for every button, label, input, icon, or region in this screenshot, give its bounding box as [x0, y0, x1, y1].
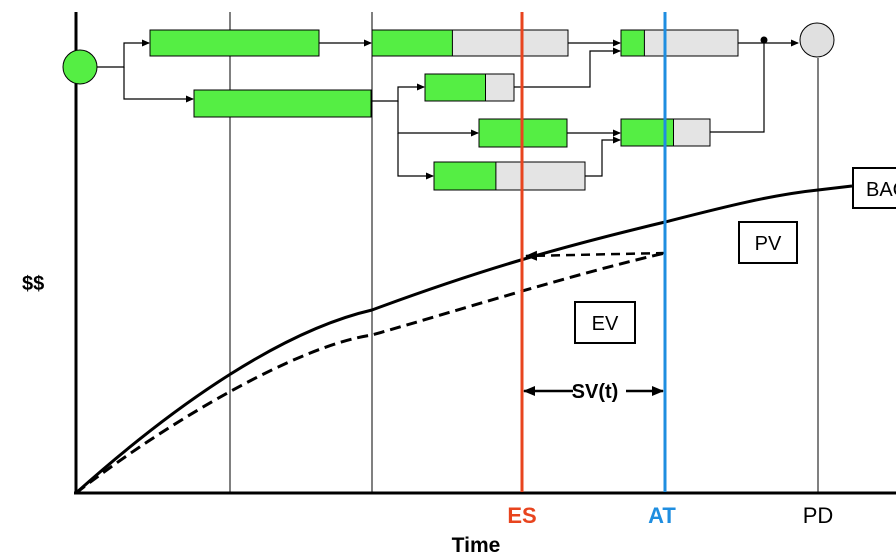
task-bar-complete: [371, 29, 453, 57]
end-node: [799, 22, 835, 58]
pv-curve: [75, 184, 853, 495]
task-bar-4: [620, 29, 739, 57]
y-axis-label: $$: [22, 273, 44, 295]
task-bar-1: [149, 29, 320, 57]
network-connectors: [97, 39, 799, 180]
merge-dot: [760, 36, 768, 44]
es-label: ES: [507, 503, 536, 528]
task-bar-complete: [424, 73, 486, 102]
task-bar-complete: [433, 161, 497, 191]
ev-curve: [75, 251, 666, 495]
sv-label: SV(t): [572, 381, 619, 403]
ev-label: EV: [592, 313, 619, 335]
pd-label: PD: [803, 503, 834, 528]
ev-box: [574, 301, 636, 344]
x-axis-label: Time: [452, 534, 501, 557]
task-bar-8: [433, 161, 586, 191]
task-bar-5: [424, 73, 515, 102]
task-bars: [149, 29, 739, 191]
task-bar-complete: [620, 29, 645, 57]
pv-box: [738, 221, 798, 264]
es-projection-arrow: [525, 250, 666, 261]
bac-label: BAC: [866, 179, 896, 201]
pv-label: PV: [755, 233, 782, 255]
bac-box: [852, 167, 896, 209]
at-label: AT: [648, 503, 676, 528]
task-bar-2: [193, 89, 372, 118]
task-bar-complete: [149, 29, 320, 57]
task-bar-3: [371, 29, 569, 57]
task-bar-complete: [193, 89, 372, 118]
start-node: [62, 49, 98, 85]
